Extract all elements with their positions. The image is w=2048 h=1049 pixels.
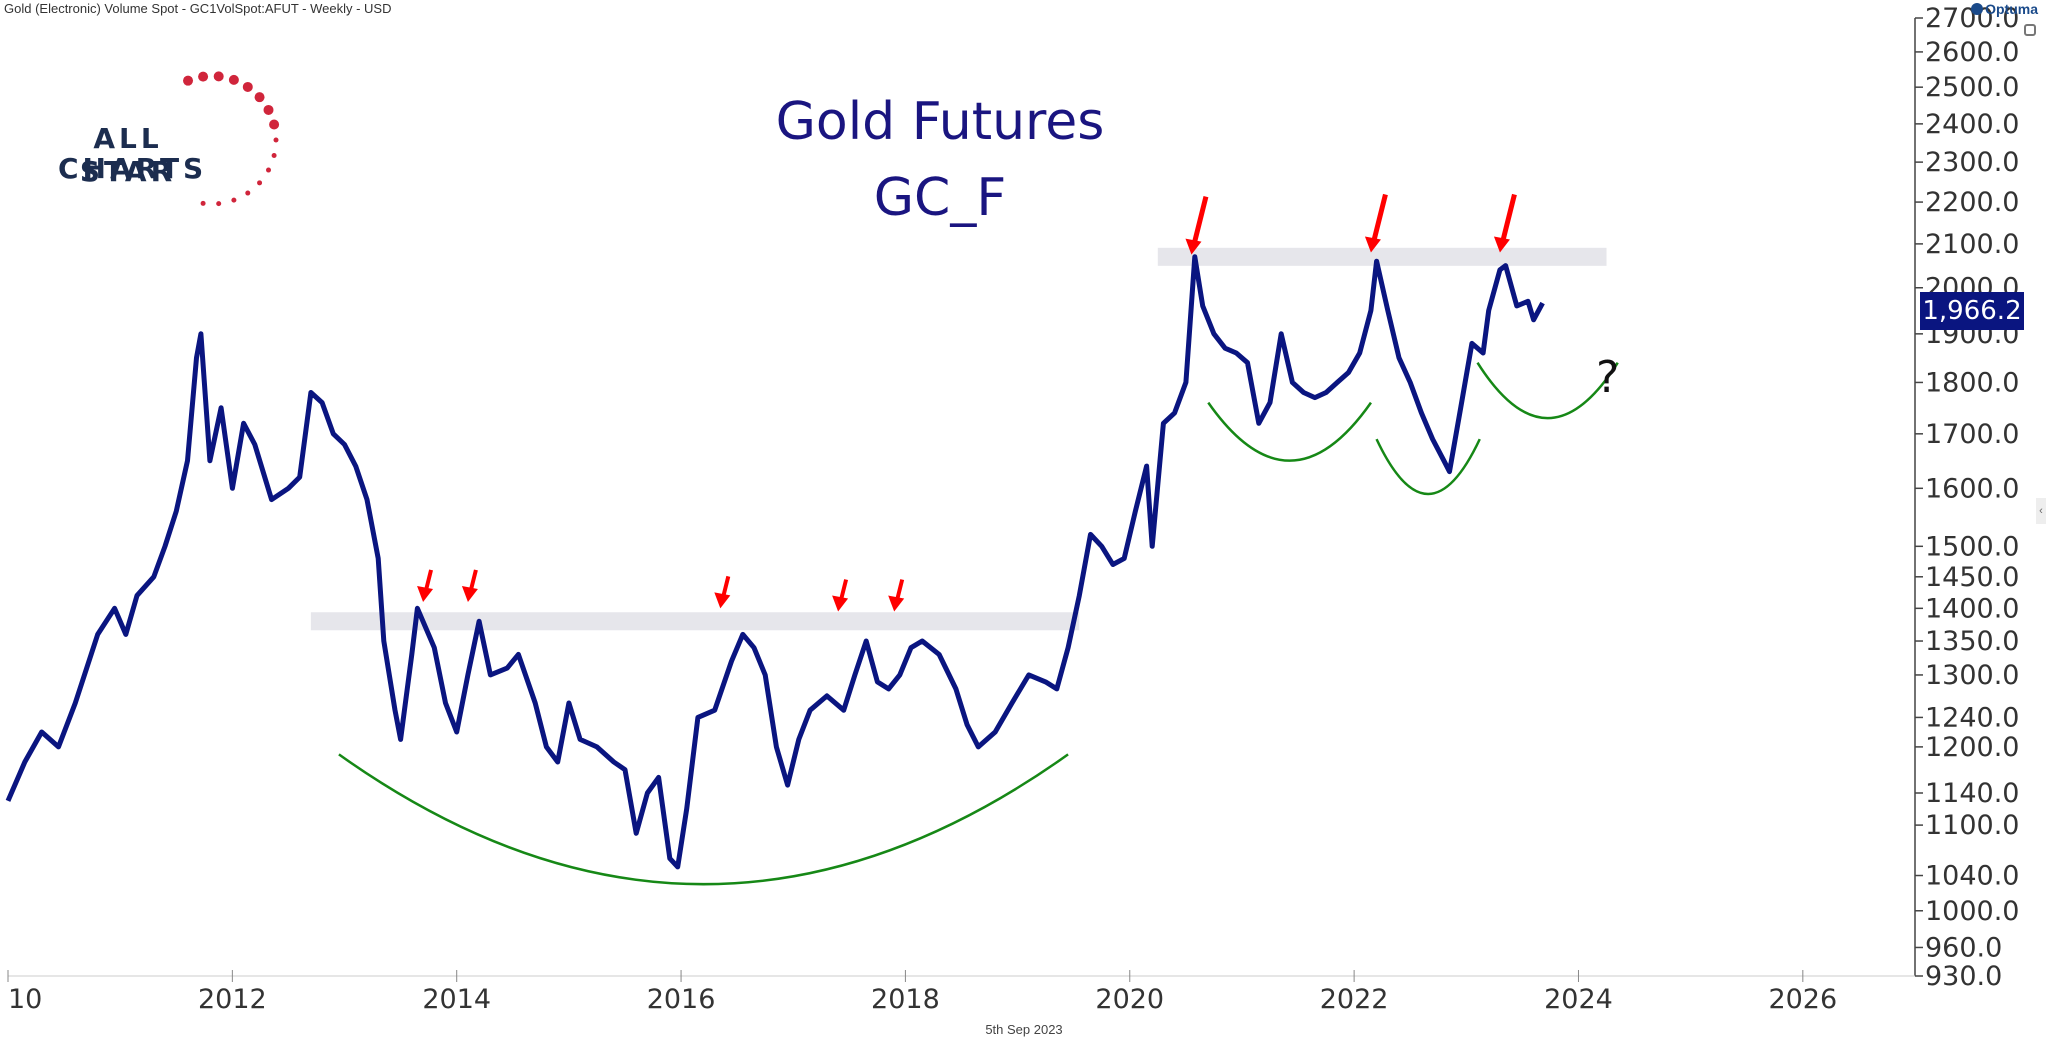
y-tick-label: 1450.0 [1925, 562, 2019, 593]
y-tick-label: 2400.0 [1925, 109, 2019, 140]
logo-star-icon [273, 137, 279, 143]
red-arrow-shaft [839, 579, 849, 601]
red-arrow-head [417, 585, 434, 602]
instrument-header: Gold (Electronic) Volume Spot - GC1VolSp… [4, 1, 392, 16]
resistance-zone [1157, 247, 1607, 266]
logo-line-2: CHARTS [58, 152, 208, 185]
logo-star-icon [245, 190, 251, 196]
red-arrow-shaft [424, 569, 433, 591]
cup-arc [1375, 438, 1481, 496]
red-arrow-head [1493, 236, 1510, 253]
x-tick-label: 2026 [1768, 984, 1837, 1015]
y-tick-label: 2300.0 [1925, 147, 2019, 178]
brand-label: Optuma [1985, 1, 2038, 17]
y-tick-label: 1700.0 [1925, 419, 2019, 450]
price-line [5, 254, 1545, 870]
logo-star-icon [269, 119, 280, 130]
red-arrow-head [1364, 236, 1381, 253]
footer-date: 5th Sep 2023 [985, 1022, 1063, 1037]
x-tick-label: 2016 [647, 984, 716, 1015]
y-tick-label: 1140.0 [1925, 778, 2019, 809]
y-tick-label: 1240.0 [1925, 702, 2019, 733]
logo-star-icon [266, 167, 272, 173]
y-tick-label: 2100.0 [1925, 229, 2019, 260]
logo-star-icon [198, 71, 209, 82]
red-arrow-shaft [1371, 193, 1388, 242]
y-tick-label: 1200.0 [1925, 732, 2019, 763]
red-arrow-head [832, 595, 849, 612]
logo-star-icon [231, 197, 237, 203]
y-tick-label: 960.0 [1925, 932, 2002, 963]
x-tick-label: 2024 [1544, 984, 1613, 1015]
red-arrow-shaft [721, 575, 731, 597]
y-tick-label: 1350.0 [1925, 626, 2019, 657]
y-tick-label: 1500.0 [1925, 531, 2019, 562]
logo-star-icon [216, 201, 222, 207]
x-tick-label: 2014 [422, 984, 491, 1015]
lock-icon[interactable] [2024, 24, 2036, 36]
y-tick-label: 2200.0 [1925, 187, 2019, 218]
y-tick-label: 1100.0 [1925, 810, 2019, 841]
red-arrow-head [714, 592, 731, 609]
red-arrow-shaft [468, 569, 478, 591]
chart-subtitle: GC_F [873, 168, 1007, 228]
chart-title: Gold Futures [775, 92, 1105, 152]
logo-star-icon [200, 200, 206, 206]
y-tick-label: 930.0 [1925, 961, 2002, 992]
red-arrow-shaft [1500, 193, 1517, 242]
red-arrow-shaft [1192, 196, 1209, 244]
logo-star-icon [257, 180, 263, 186]
cup-arc [1207, 401, 1372, 462]
y-tick-label: 1400.0 [1925, 593, 2019, 624]
red-arrow-head [1185, 238, 1202, 255]
logo-star-icon [213, 71, 224, 82]
red-arrow-head [888, 595, 905, 612]
x-tick-label: 10 [8, 984, 42, 1015]
red-arrow-shaft [895, 579, 905, 601]
optuma-logo-icon [1971, 3, 1984, 15]
y-tick-label: 2500.0 [1925, 72, 2019, 103]
question-mark-annotation: ? [1596, 352, 1620, 403]
x-tick-label: 2022 [1320, 984, 1389, 1015]
y-tick-label: 2600.0 [1925, 37, 2019, 68]
optuma-brand: Optuma [1971, 1, 2038, 17]
x-tick-label: 2012 [198, 984, 267, 1015]
resistance-zone [310, 612, 1080, 631]
logo-star-icon [228, 74, 239, 85]
logo-star-icon [183, 75, 194, 86]
x-tick-label: 2020 [1095, 984, 1164, 1015]
y-tick-label: 1600.0 [1925, 473, 2019, 504]
last-price-label: 1,966.2 [1920, 292, 2024, 330]
collapse-panel-handle[interactable]: ‹ [2036, 498, 2046, 524]
y-tick-label: 1040.0 [1925, 861, 2019, 892]
y-tick-label: 1800.0 [1925, 367, 2019, 398]
x-tick-label: 2018 [871, 984, 940, 1015]
cup-arc [1476, 362, 1619, 420]
y-tick-label: 1000.0 [1925, 896, 2019, 927]
cup-arc [338, 753, 1069, 886]
logo-star-icon [254, 92, 265, 103]
logo-star-icon [242, 81, 253, 92]
y-tick-label: 1300.0 [1925, 660, 2019, 691]
red-arrow-head [461, 585, 478, 602]
logo-star-icon [263, 104, 274, 115]
logo-star-icon [271, 152, 277, 158]
logo-line-1: ALL STAR [79, 122, 177, 188]
